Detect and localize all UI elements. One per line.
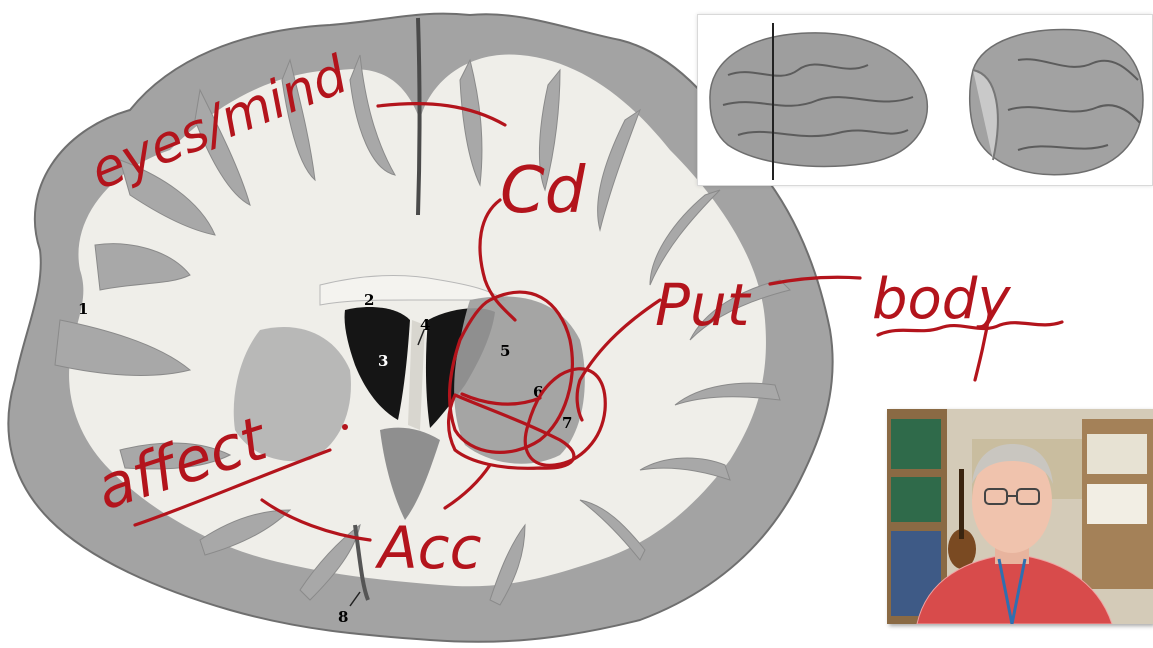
- label-number-2: 2: [364, 291, 374, 309]
- ink-eyes-mind-line: [376, 102, 507, 127]
- label-number-5: 5: [500, 342, 510, 360]
- ink-put-to-body-line: [768, 275, 862, 286]
- annotation-caudate: Cd: [500, 154, 586, 228]
- label-number-8: 8: [338, 608, 348, 626]
- lower-midline: [380, 427, 440, 520]
- ink-putamen-outline: [447, 290, 574, 454]
- presenter-video-frame: [887, 409, 1153, 624]
- ink-body-underline: [876, 320, 1064, 337]
- ink-lower-outline: [447, 393, 576, 470]
- presenter-webcam: [887, 409, 1153, 624]
- caudate-putamen-region: [454, 296, 585, 464]
- label-number-1: 1: [78, 300, 88, 318]
- brain-lateral-view: [709, 23, 928, 180]
- annotation-accumbens: Acc: [374, 514, 482, 582]
- brain-inset-panel: [697, 14, 1153, 186]
- longitudinal-fissure: [416, 17, 422, 216]
- brain-cut-view: [968, 28, 1144, 176]
- septum: [408, 320, 425, 430]
- ink-caudate-line: [478, 198, 517, 322]
- label-number-3: 3: [378, 352, 388, 370]
- left-lateral-ventricle: [344, 307, 410, 420]
- label-number-7: 7: [562, 414, 572, 432]
- ink-dot: [342, 424, 348, 430]
- ink-acc-line-right: [443, 463, 492, 510]
- ink-affect-underline: [133, 448, 332, 527]
- label-number-4: 4: [420, 316, 430, 334]
- ink-acc-line-left: [260, 498, 372, 542]
- label-number-6: 6: [533, 383, 543, 401]
- ink-right-outline: [523, 367, 607, 467]
- sulci: [54, 54, 791, 606]
- left-basal-region: [233, 326, 351, 462]
- brain-inset-svg: [709, 23, 1144, 180]
- annotation-body: body: [872, 267, 1011, 332]
- annotation-putamen: Put: [655, 271, 752, 339]
- ink-putamen-line: [575, 298, 662, 422]
- annotation-eyes-mind: eyes/mind: [82, 45, 356, 202]
